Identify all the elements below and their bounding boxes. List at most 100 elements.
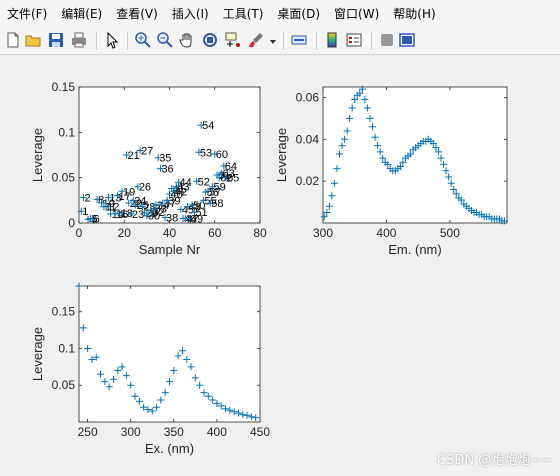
data-point: [204, 392, 212, 400]
legend-icon[interactable]: [345, 31, 363, 49]
toolbar-separator: [283, 32, 284, 50]
x-tick-label: 400: [376, 226, 396, 240]
pointer-icon[interactable]: [103, 31, 121, 49]
y-tick-label: 0.15: [52, 305, 76, 319]
data-point: [447, 179, 455, 187]
data-point-label: 54: [202, 120, 214, 132]
data-point-label: 26: [139, 182, 151, 194]
data-point: [187, 363, 195, 371]
data-point-label: 27: [141, 145, 153, 157]
menu-view[interactable]: 查看(V): [116, 7, 158, 21]
data-point: [104, 194, 112, 202]
data-point: [159, 199, 167, 207]
data-point-label: 5: [91, 213, 97, 225]
data-cursor-icon[interactable]: [224, 31, 242, 49]
data-point: [161, 389, 169, 397]
hide-plot-tools-icon[interactable]: [378, 31, 396, 49]
new-file-icon[interactable]: [4, 31, 22, 49]
data-point: [191, 374, 199, 382]
data-point: [153, 403, 161, 411]
menu-file[interactable]: 文件(F): [7, 7, 48, 21]
x-tick-label: 80: [253, 226, 267, 240]
colorbar-icon[interactable]: [323, 31, 341, 49]
data-point: [175, 178, 183, 186]
data-point: [116, 209, 124, 217]
data-point: [113, 192, 121, 200]
zoom-in-icon[interactable]: [134, 31, 152, 49]
data-point: [147, 208, 155, 216]
data-point: [199, 196, 207, 204]
y-tick-label: 0.1: [58, 341, 75, 355]
data-point-label: 32: [152, 207, 164, 219]
data-point: [166, 190, 173, 198]
data-point-label: 51: [195, 207, 207, 219]
menu-bar: 文件(F) 编辑(E) 查看(V) 插入(I) 工具(T) 桌面(D) 窗口(W…: [0, 0, 560, 28]
data-point: [361, 96, 369, 104]
chevron-down-icon[interactable]: [269, 38, 277, 46]
data-point: [105, 383, 113, 391]
x-tick-label: 300: [121, 425, 141, 439]
data-point: [346, 114, 354, 122]
y-tick-label: 0.06: [296, 90, 320, 104]
data-point: [452, 190, 460, 198]
data-point: [195, 148, 203, 156]
x-axis-label: Em. (nm): [388, 242, 441, 257]
data-point-label: 50: [193, 200, 205, 212]
menu-edit[interactable]: 编辑(E): [61, 7, 103, 21]
y-tick-label: 0.1: [58, 125, 75, 139]
data-point: [230, 408, 238, 416]
data-point: [161, 214, 169, 222]
data-point: [102, 203, 110, 211]
data-point: [363, 104, 371, 112]
data-point: [118, 187, 126, 195]
show-plot-tools-icon[interactable]: [398, 31, 416, 49]
data-point: [150, 204, 158, 212]
data-point-label: 11: [105, 202, 116, 214]
link-plot-icon[interactable]: [290, 31, 308, 49]
y-tick-label: 0.05: [52, 378, 76, 392]
y-tick-label: 0.04: [296, 132, 320, 146]
data-point: [178, 347, 186, 355]
x-tick-label: 450: [250, 425, 270, 439]
data-point: [193, 177, 201, 185]
data-point: [172, 183, 180, 191]
data-point: [445, 173, 453, 181]
data-point-label: 19: [123, 186, 135, 198]
menu-tools[interactable]: 工具(T): [222, 7, 264, 21]
print-icon[interactable]: [70, 31, 88, 49]
data-point: [89, 214, 97, 222]
data-point: [429, 139, 437, 147]
data-point: [396, 163, 404, 171]
x-axis-label: Ex. (nm): [145, 441, 194, 456]
menu-help[interactable]: 帮助(H): [393, 7, 436, 21]
data-point-label: 45: [182, 204, 194, 216]
data-point: [217, 402, 225, 410]
data-point: [234, 409, 242, 417]
zoom-out-icon[interactable]: [156, 31, 174, 49]
toolbar-separator: [127, 32, 128, 50]
pan-hand-icon[interactable]: [178, 31, 196, 49]
data-point: [215, 174, 223, 182]
data-point: [351, 96, 359, 104]
toolbar-separator: [316, 32, 317, 50]
rotate-3d-icon[interactable]: [201, 31, 219, 49]
data-point: [328, 192, 336, 200]
data-point: [134, 183, 142, 191]
menu-desktop[interactable]: 桌面(D): [277, 7, 321, 21]
data-point: [247, 413, 255, 421]
toolbar: [0, 28, 560, 55]
data-point: [368, 123, 376, 131]
data-point-label: 36: [161, 164, 173, 176]
watermark: CSDN @炮炮炮~~: [437, 453, 552, 468]
data-point: [204, 187, 212, 195]
toolbar-separator: [371, 32, 372, 50]
save-icon[interactable]: [47, 31, 65, 49]
y-axis-label: Leverage: [274, 128, 289, 182]
data-point: [143, 212, 151, 220]
data-point: [157, 396, 165, 404]
menu-window[interactable]: 窗口(W): [334, 7, 380, 21]
menu-insert[interactable]: 插入(I): [171, 7, 209, 21]
brush-icon[interactable]: [247, 31, 265, 49]
data-point-label: 44: [180, 177, 192, 189]
open-folder-icon[interactable]: [24, 31, 42, 49]
